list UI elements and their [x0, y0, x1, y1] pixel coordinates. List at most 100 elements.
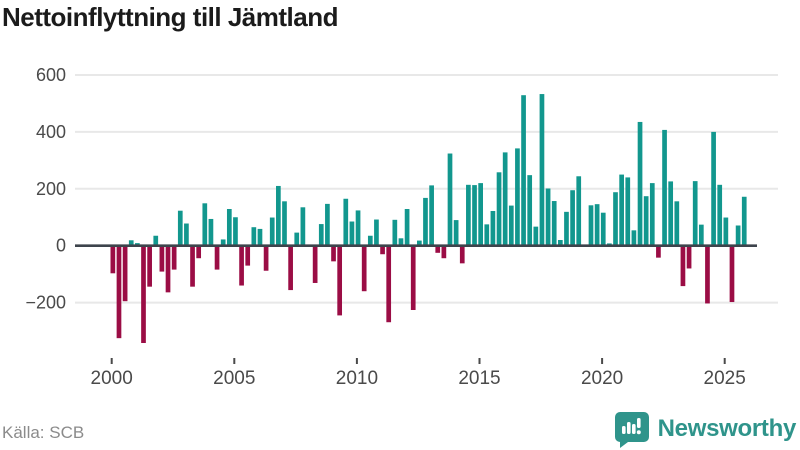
bar-2005-Q4 — [251, 227, 257, 246]
bar-2003-Q3 — [196, 245, 202, 259]
bar-2013-Q1 — [429, 185, 434, 246]
bar-2019-Q3 — [588, 205, 594, 246]
bar-2012-Q3 — [417, 240, 422, 246]
y-axis-label-400: 400 — [36, 122, 66, 142]
bar-2015-Q4 — [496, 172, 502, 246]
bar-2023-Q1 — [674, 201, 680, 246]
bar-2002-Q2 — [165, 245, 171, 293]
bar-2002-Q3 — [171, 245, 177, 270]
bar-2015-Q2 — [484, 224, 490, 246]
bar-2006-Q1 — [257, 228, 263, 246]
bar-2007-Q3 — [294, 232, 300, 246]
bar-2009-Q3 — [343, 198, 349, 246]
bar-2023-Q3 — [686, 245, 692, 269]
bar-2007-Q1 — [282, 201, 287, 246]
bar-2016-Q4 — [521, 95, 526, 246]
bar-2019-Q1 — [576, 176, 582, 246]
bar-2000-Q2 — [116, 245, 122, 339]
bar-2024-Q1 — [698, 224, 704, 246]
bar-2011-Q1 — [380, 245, 385, 255]
x-axis-label-2000: 2000 — [91, 368, 133, 389]
bar-2010-Q4 — [374, 219, 379, 246]
bar-2016-Q3 — [515, 148, 520, 246]
bar-2014-Q3 — [466, 184, 471, 246]
bar-2021-Q2 — [631, 230, 637, 246]
bar-2023-Q2 — [680, 245, 686, 287]
brand-name: Newsworthy — [657, 415, 797, 442]
bar-2004-Q1 — [208, 218, 214, 246]
bar-chart-glyph — [621, 418, 641, 435]
bar-2010-Q3 — [367, 235, 373, 246]
bar-2011-Q2 — [386, 245, 392, 323]
bar-2020-Q3 — [613, 192, 618, 246]
bar-2021-Q1 — [625, 177, 631, 246]
bar-2003-Q2 — [190, 245, 195, 287]
bar-2014-Q4 — [472, 185, 477, 246]
bar-2001-Q4 — [153, 235, 159, 246]
bar-2013-Q2 — [435, 245, 441, 253]
bar-2024-Q4 — [717, 184, 723, 246]
bar-2025-Q2 — [729, 245, 735, 303]
bar-2021-Q3 — [637, 121, 643, 246]
x-axis-label-2020: 2020 — [581, 368, 623, 389]
bar-2002-Q1 — [159, 245, 165, 272]
bar-2008-Q2 — [312, 245, 318, 283]
bar-2007-Q2 — [288, 245, 293, 291]
bar-2013-Q3 — [441, 245, 447, 259]
newsworthy-logo-icon — [614, 412, 649, 448]
bar-2018-Q4 — [570, 190, 575, 246]
bar-2008-Q4 — [325, 203, 330, 246]
bar-2018-Q2 — [557, 240, 563, 246]
bar-2017-Q4 — [545, 188, 551, 246]
bar-2022-Q2 — [656, 245, 661, 258]
bar-2018-Q1 — [551, 201, 557, 246]
bar-2017-Q1 — [527, 175, 533, 246]
bar-2020-Q4 — [619, 174, 624, 246]
bar-2004-Q3 — [220, 239, 226, 246]
bar-2016-Q2 — [508, 205, 514, 246]
bar-2020-Q1 — [600, 212, 606, 246]
bar-2018-Q3 — [564, 211, 569, 246]
bar-2012-Q4 — [423, 197, 428, 246]
chart-title: Nettoinflyttning till Jämtland — [2, 2, 339, 32]
bar-2004-Q4 — [226, 208, 232, 246]
bar-2019-Q4 — [594, 204, 600, 246]
bar-2010-Q2 — [361, 245, 367, 292]
bar-2005-Q3 — [245, 245, 251, 266]
bar-2003-Q1 — [184, 223, 189, 246]
bar-2007-Q4 — [300, 207, 306, 246]
bar-2011-Q4 — [398, 238, 404, 246]
bar-2025-Q3 — [735, 225, 741, 246]
bar-2008-Q3 — [318, 224, 324, 246]
bar-2022-Q4 — [668, 181, 674, 246]
bar-2011-Q3 — [392, 219, 398, 246]
bar-2022-Q1 — [649, 183, 655, 246]
bar-2025-Q1 — [723, 217, 729, 246]
bar-2004-Q2 — [214, 245, 220, 270]
x-axis-label-2025: 2025 — [704, 368, 746, 389]
bar-2002-Q4 — [177, 210, 183, 246]
bar-2000-Q4 — [128, 240, 134, 246]
bar-2014-Q1 — [453, 220, 459, 246]
bar-2021-Q4 — [643, 196, 649, 246]
bar-2016-Q1 — [502, 152, 508, 246]
bar-2000-Q1 — [110, 245, 116, 274]
bar-2001-Q2 — [141, 245, 146, 343]
bar-2017-Q2 — [533, 226, 539, 246]
bar-2009-Q1 — [331, 245, 336, 262]
bar-2015-Q3 — [490, 210, 496, 246]
bar-2000-Q3 — [122, 245, 128, 302]
bar-2003-Q4 — [202, 203, 208, 246]
bar-2001-Q3 — [147, 245, 152, 287]
bar-2012-Q1 — [404, 208, 410, 246]
bar-2014-Q2 — [459, 245, 465, 264]
bar-2012-Q2 — [410, 245, 416, 310]
bar-2013-Q4 — [447, 153, 453, 246]
bar-2023-Q4 — [692, 181, 698, 246]
bar-2024-Q2 — [705, 245, 710, 304]
bar-2005-Q2 — [239, 245, 244, 286]
bar-2024-Q3 — [711, 131, 716, 246]
x-axis-label-2005: 2005 — [213, 368, 255, 389]
